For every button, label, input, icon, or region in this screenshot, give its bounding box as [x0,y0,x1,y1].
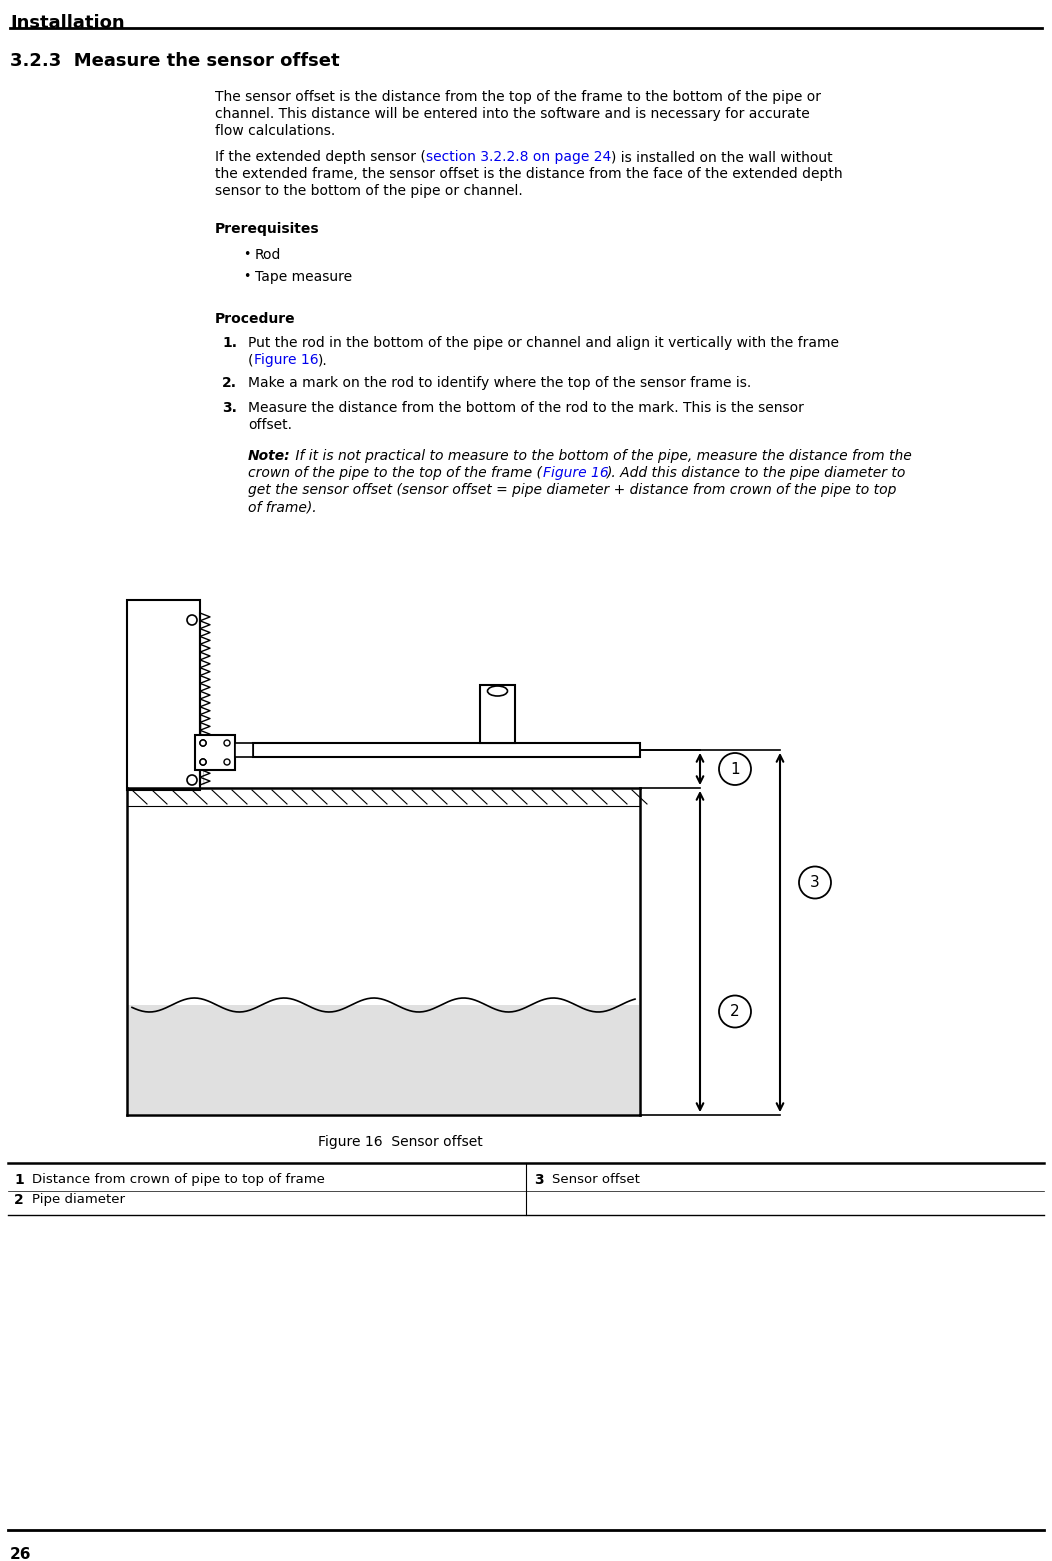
Text: Sensor offset: Sensor offset [552,1172,640,1186]
Text: •: • [243,248,250,261]
Text: 2: 2 [730,1004,740,1019]
Circle shape [200,740,206,746]
Bar [128,1005,639,1115]
Text: channel. This distance will be entered into the software and is necessary for ac: channel. This distance will be entered i… [215,108,810,122]
Text: get the sensor offset (sensor offset = pipe diameter + distance from crown of th: get the sensor offset (sensor offset = p… [248,482,896,496]
Text: Pipe diameter: Pipe diameter [32,1193,125,1207]
Circle shape [187,774,197,785]
Text: 3.: 3. [222,401,237,415]
Text: Rod: Rod [255,248,281,262]
Circle shape [719,752,751,785]
Circle shape [224,759,230,765]
Bar [235,743,252,757]
Text: (: ( [248,353,254,367]
Text: 3: 3 [534,1172,544,1186]
Circle shape [200,759,206,765]
Text: 3: 3 [810,876,820,890]
Text: ).: ). [318,353,328,367]
Bar [480,685,515,743]
Text: 3.2.3  Measure the sensor offset: 3.2.3 Measure the sensor offset [11,52,340,70]
Circle shape [200,759,206,765]
Circle shape [224,740,230,746]
Text: offset.: offset. [248,418,292,432]
Circle shape [187,615,197,624]
Text: crown of the pipe to the top of the frame (: crown of the pipe to the top of the fram… [248,467,542,479]
Text: Installation: Installation [11,14,124,31]
Text: Procedure: Procedure [215,312,296,326]
Text: of frame).: of frame). [248,500,317,514]
Circle shape [800,866,831,899]
Text: 1: 1 [730,762,740,776]
Text: 2.: 2. [222,376,237,390]
Text: Put the rod in the bottom of the pipe or channel and align it vertically with th: Put the rod in the bottom of the pipe or… [248,336,839,350]
Bar [195,735,235,770]
Text: ). Add this distance to the pipe diameter to: ). Add this distance to the pipe diamete… [607,467,907,479]
Text: 1: 1 [14,1172,24,1186]
Bar [252,743,640,757]
Text: flow calculations.: flow calculations. [215,123,336,137]
Text: Figure 16: Figure 16 [254,353,318,367]
Text: 2: 2 [14,1193,24,1207]
Circle shape [719,996,751,1027]
Circle shape [200,759,206,765]
Text: Figure 16: Figure 16 [543,467,608,479]
Text: If it is not practical to measure to the bottom of the pipe, measure the distanc: If it is not practical to measure to the… [290,450,911,464]
Text: Make a mark on the rod to identify where the top of the sensor frame is.: Make a mark on the rod to identify where… [248,376,751,390]
Text: 1.: 1. [222,336,237,350]
Text: •: • [243,270,250,283]
Bar [127,599,200,790]
Text: 26: 26 [11,1547,32,1561]
Ellipse shape [487,685,507,696]
Text: the extended frame, the sensor offset is the distance from the face of the exten: the extended frame, the sensor offset is… [215,167,843,181]
Text: Prerequisites: Prerequisites [215,222,320,236]
Text: section 3.2.2.8 on page 24: section 3.2.2.8 on page 24 [426,150,611,164]
Text: Figure 16  Sensor offset: Figure 16 Sensor offset [318,1135,483,1149]
Text: Tape measure: Tape measure [255,270,352,284]
Text: Measure the distance from the bottom of the rod to the mark. This is the sensor: Measure the distance from the bottom of … [248,401,804,415]
Text: sensor to the bottom of the pipe or channel.: sensor to the bottom of the pipe or chan… [215,184,523,198]
Circle shape [200,740,206,746]
Text: ) is installed on the wall without: ) is installed on the wall without [611,150,833,164]
Text: If the extended depth sensor (: If the extended depth sensor ( [215,150,426,164]
Text: Note:: Note: [248,450,290,464]
Text: The sensor offset is the distance from the top of the frame to the bottom of the: The sensor offset is the distance from t… [215,91,821,105]
Text: Distance from crown of pipe to top of frame: Distance from crown of pipe to top of fr… [32,1172,325,1186]
Circle shape [200,740,206,746]
